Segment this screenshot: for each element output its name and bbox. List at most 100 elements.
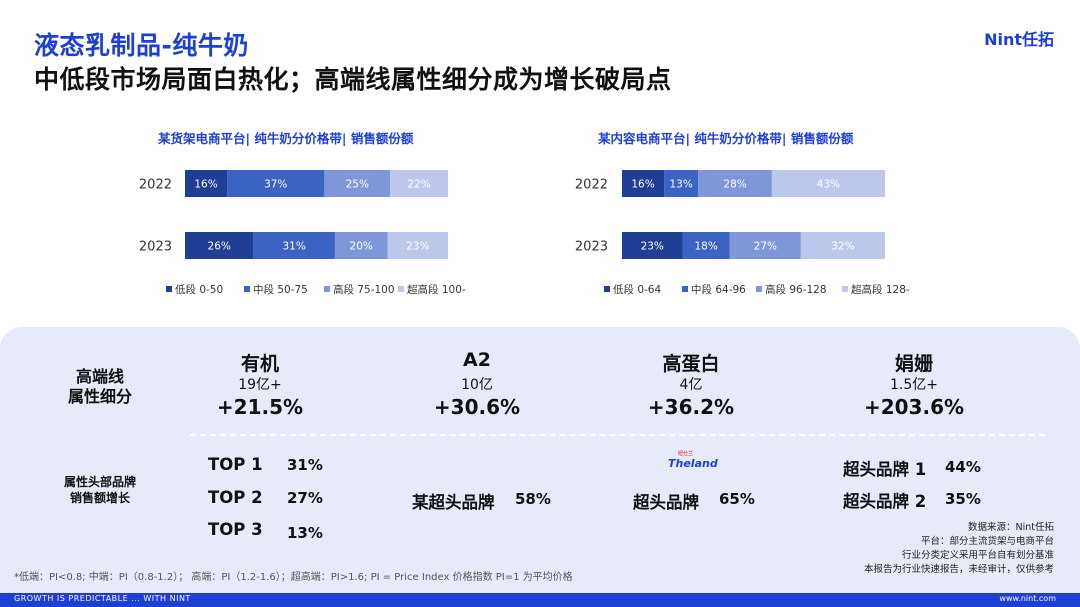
protein-brand-label: 超头品牌	[633, 493, 699, 512]
row-label-brand-line2: 销售额增长	[69, 491, 130, 505]
category-a2-size: 10亿	[461, 377, 493, 393]
jersey-brand2-label: 超头品牌 2	[843, 492, 927, 511]
a2-brand-label: 某超头品牌	[412, 493, 495, 512]
data-label: 25%	[346, 179, 369, 191]
row-label-brand-line1: 属性头部品牌	[63, 475, 136, 489]
y-tick-label: 2022	[139, 178, 172, 193]
y-tick-label: 2023	[575, 240, 608, 255]
legend-swatch	[682, 286, 688, 292]
bar-segment	[334, 232, 388, 259]
theland-logo: 纽仕兰 Theland	[668, 450, 722, 478]
bar-segment	[682, 232, 730, 259]
category-a2-growth: +30.6%	[433, 395, 521, 419]
bottom-panel	[0, 327, 1080, 593]
y-tick-label: 2023	[139, 240, 172, 255]
legend-label: 中段 64-96	[691, 283, 746, 296]
bar-segment	[185, 232, 254, 259]
legend-label: 超高段 128-	[851, 283, 910, 296]
category-organic-name: 有机	[240, 353, 279, 375]
data-label: 16%	[194, 179, 217, 191]
legend-label: 高段 96-128	[765, 283, 827, 296]
organic-top3-label: TOP 3	[208, 520, 263, 539]
category-jersey-growth: +203.6%	[863, 395, 965, 419]
category-jersey-name: 娟姗	[894, 353, 933, 375]
jersey-brand1-label: 超头品牌 1	[843, 460, 927, 479]
category-protein-growth: +36.2%	[647, 395, 735, 419]
legend-swatch	[756, 286, 762, 292]
source-line: 行业分类定义采用平台自有划分基准	[901, 550, 1054, 561]
category-organic-growth: +21.5%	[216, 395, 304, 419]
legend-swatch	[166, 286, 172, 292]
bar-segment	[324, 170, 391, 197]
source-line: 数据来源：Nint任拓	[968, 522, 1054, 533]
data-label: 22%	[407, 179, 430, 191]
source-line: 平台：部分主流货架与电商平台	[920, 536, 1054, 547]
bar-segment	[800, 232, 885, 259]
legend-swatch	[324, 286, 330, 292]
theland-logo-cn: 纽仕兰	[678, 451, 694, 457]
footer-slogan: GROWTH IS PREDICTABLE ... WITH NINT	[14, 594, 191, 603]
data-label: 20%	[350, 241, 373, 253]
footer-bar: GROWTH IS PREDICTABLE ... WITH NINT www.…	[0, 593, 1080, 607]
data-label: 23%	[406, 241, 429, 253]
row-label-brand: 属性头部品牌 销售额增长	[45, 474, 155, 506]
legend-label: 中段 50-75	[253, 283, 308, 296]
bar-segment	[622, 232, 683, 259]
chart-title-content: 某内容电商平台| 纯牛奶分价格带| 销售额份额	[598, 131, 854, 146]
category-protein-name: 高蛋白	[662, 353, 720, 375]
bar-segment	[227, 170, 325, 197]
category-a2-name: A2	[463, 349, 491, 371]
protein-brand-value: 65%	[719, 490, 755, 508]
a2-brand-value: 58%	[515, 490, 551, 508]
page-title: 液态乳制品-纯牛奶	[34, 31, 249, 60]
bar-segment	[390, 170, 448, 197]
legend-label: 高段 75-100	[333, 283, 395, 296]
data-label: 43%	[817, 179, 840, 191]
bar-segment	[253, 232, 335, 259]
jersey-brand2-value: 35%	[945, 490, 981, 508]
footer-url: www.nint.com	[999, 594, 1056, 603]
theland-logo-word: Theland	[668, 457, 718, 470]
legend-swatch	[842, 286, 848, 292]
legend-label: 低段 0-64	[613, 283, 661, 296]
stacked-bar-charts: 2022 16% 37% 25% 22% 2023 26% 31% 20% 23% 低段 0-50 中…	[139, 170, 910, 296]
data-label: 32%	[831, 241, 854, 253]
dashed-divider	[190, 434, 1045, 436]
bar-segment	[185, 170, 228, 197]
row-label-attribute-line2: 属性细分	[67, 387, 132, 406]
jersey-brand1-value: 44%	[945, 458, 981, 476]
organic-top1-label: TOP 1	[208, 455, 263, 474]
bar-segment	[622, 170, 665, 197]
legend-swatch	[604, 286, 610, 292]
y-tick-label: 2022	[575, 178, 608, 193]
legend-swatch	[244, 286, 250, 292]
brand-logo: Nint任拓	[984, 30, 1054, 49]
organic-top2-value: 27%	[287, 489, 323, 507]
data-label: 26%	[208, 241, 231, 253]
organic-top1-value: 31%	[287, 456, 323, 474]
bar-segment	[387, 232, 448, 259]
legend-swatch	[398, 286, 404, 292]
data-label: 23%	[641, 241, 664, 253]
chart-title-shelf: 某货架电商平台| 纯牛奶分价格带| 销售额份额	[158, 131, 414, 146]
category-protein-size: 4亿	[679, 377, 703, 393]
row-label-attribute: 高端线 属性细分	[50, 367, 150, 407]
category-organic-size: 19亿+	[238, 377, 282, 393]
row-label-attribute-line1: 高端线	[75, 367, 124, 386]
page-subtitle: 中低段市场局面白热化；高端线属性细分成为增长破局点	[34, 65, 672, 94]
organic-top2-label: TOP 2	[208, 488, 263, 507]
bar-segment	[664, 170, 699, 197]
legend-label: 超高段 100-	[407, 283, 466, 296]
data-label: 31%	[282, 241, 305, 253]
source-line: 本报告为行业快速报告，未经审计，仅供参考	[863, 564, 1054, 575]
bar-segment	[698, 170, 772, 197]
bar-segment	[771, 170, 885, 197]
data-label: 27%	[754, 241, 777, 253]
bar-segment	[729, 232, 801, 259]
data-label: 16%	[631, 179, 654, 191]
data-label: 13%	[670, 179, 693, 191]
data-label: 18%	[694, 241, 717, 253]
source-note: 数据来源：Nint任拓 平台：部分主流货架与电商平台 行业分类定义采用平台自有划…	[864, 521, 1054, 577]
footnote: *低端：PI<0.8; 中端：PI（0.8-1.2）； 高端：PI（1.2-1.…	[14, 572, 573, 583]
category-jersey-size: 1.5亿+	[890, 377, 938, 393]
